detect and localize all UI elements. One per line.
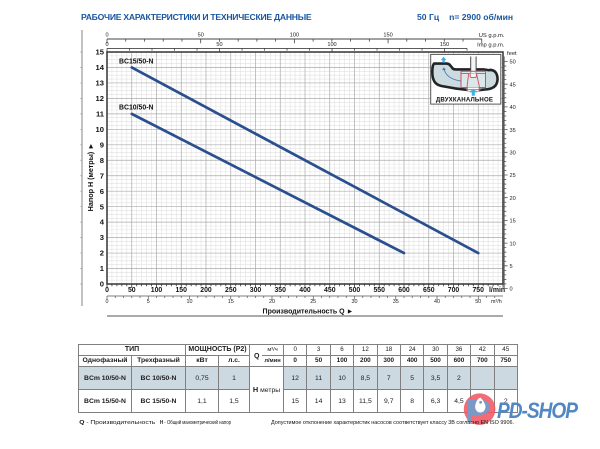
svg-text:0: 0 (105, 33, 108, 39)
svg-text:9: 9 (100, 140, 104, 149)
svg-text:14: 14 (96, 63, 105, 72)
svg-text:150: 150 (383, 33, 392, 39)
svg-text:15: 15 (96, 48, 105, 57)
svg-text:12: 12 (96, 94, 104, 103)
svg-text:40: 40 (434, 299, 440, 305)
svg-text:400: 400 (299, 287, 311, 294)
svg-text:10: 10 (510, 241, 516, 247)
svg-text:35: 35 (393, 299, 399, 305)
svg-text:m³/h: m³/h (491, 299, 502, 305)
svg-text:3: 3 (100, 233, 104, 242)
svg-text:50: 50 (128, 287, 136, 294)
svg-text:11: 11 (96, 110, 105, 119)
svg-text:0: 0 (100, 280, 104, 289)
svg-text:10: 10 (187, 299, 193, 305)
svg-text:5: 5 (100, 202, 105, 211)
svg-text:Imp g.p.m.: Imp g.p.m. (477, 42, 505, 48)
svg-text:6: 6 (100, 187, 104, 196)
svg-text:15: 15 (510, 219, 516, 225)
svg-text:Напор H (метры) ►: Напор H (метры) ► (86, 143, 95, 212)
svg-text:45: 45 (510, 82, 516, 88)
svg-text:200: 200 (200, 287, 212, 294)
svg-text:l/min: l/min (489, 287, 505, 294)
svg-text:15: 15 (228, 299, 234, 305)
svg-text:13: 13 (96, 79, 104, 88)
svg-text:10: 10 (96, 125, 104, 134)
svg-text:1: 1 (100, 264, 105, 273)
svg-text:150: 150 (440, 42, 449, 48)
svg-text:0: 0 (105, 287, 109, 294)
svg-text:25: 25 (310, 299, 316, 305)
svg-text:Н - Общий манометрический напо: Н - Общий манометрический напор (160, 419, 231, 426)
svg-text:25: 25 (510, 173, 516, 179)
svg-text:feet: feet (507, 51, 517, 57)
svg-text:ДВУХКАНАЛЬНОЕ: ДВУХКАНАЛЬНОЕ (436, 96, 493, 103)
svg-text:150: 150 (175, 287, 187, 294)
svg-text:500: 500 (349, 287, 361, 294)
svg-text:50: 50 (510, 60, 516, 66)
svg-text:0: 0 (106, 299, 109, 305)
svg-text:20: 20 (510, 196, 516, 202)
svg-text:BC10/50-N: BC10/50-N (119, 105, 153, 112)
svg-text:30: 30 (352, 299, 358, 305)
svg-text:0: 0 (510, 287, 513, 293)
svg-text:35: 35 (510, 128, 516, 134)
svg-text:20: 20 (269, 299, 275, 305)
svg-text:7: 7 (100, 171, 104, 180)
svg-text:100: 100 (151, 287, 163, 294)
svg-text:5: 5 (510, 264, 513, 270)
svg-text:40: 40 (510, 105, 516, 111)
svg-text:8: 8 (100, 156, 104, 165)
svg-text:700: 700 (448, 287, 460, 294)
svg-text:100: 100 (327, 42, 336, 48)
svg-text:600: 600 (398, 287, 410, 294)
svg-text:30: 30 (510, 151, 516, 157)
svg-text:5: 5 (147, 299, 150, 305)
svg-text:4: 4 (100, 218, 105, 227)
svg-text:Q - Производительность: Q - Производительность (79, 420, 155, 426)
svg-text:Производительность Q ►: Производительность Q ► (263, 309, 354, 316)
svg-text:50: 50 (475, 299, 481, 305)
svg-text:0: 0 (105, 42, 108, 48)
svg-text:750: 750 (472, 287, 484, 294)
svg-text:350: 350 (274, 287, 286, 294)
svg-text:US g.p.m.: US g.p.m. (479, 33, 505, 39)
svg-text:300: 300 (250, 287, 262, 294)
svg-text:550: 550 (373, 287, 385, 294)
svg-text:650: 650 (423, 287, 435, 294)
svg-text:250: 250 (225, 287, 237, 294)
svg-text:50: 50 (198, 33, 204, 39)
svg-text:450: 450 (324, 287, 336, 294)
svg-text:2: 2 (100, 249, 104, 258)
svg-text:100: 100 (290, 33, 299, 39)
svg-text:BC15/50-N: BC15/50-N (119, 59, 153, 66)
svg-text:50: 50 (216, 42, 222, 48)
svg-text:Допустимое отклонение характер: Допустимое отклонение характеристик насо… (271, 420, 514, 426)
